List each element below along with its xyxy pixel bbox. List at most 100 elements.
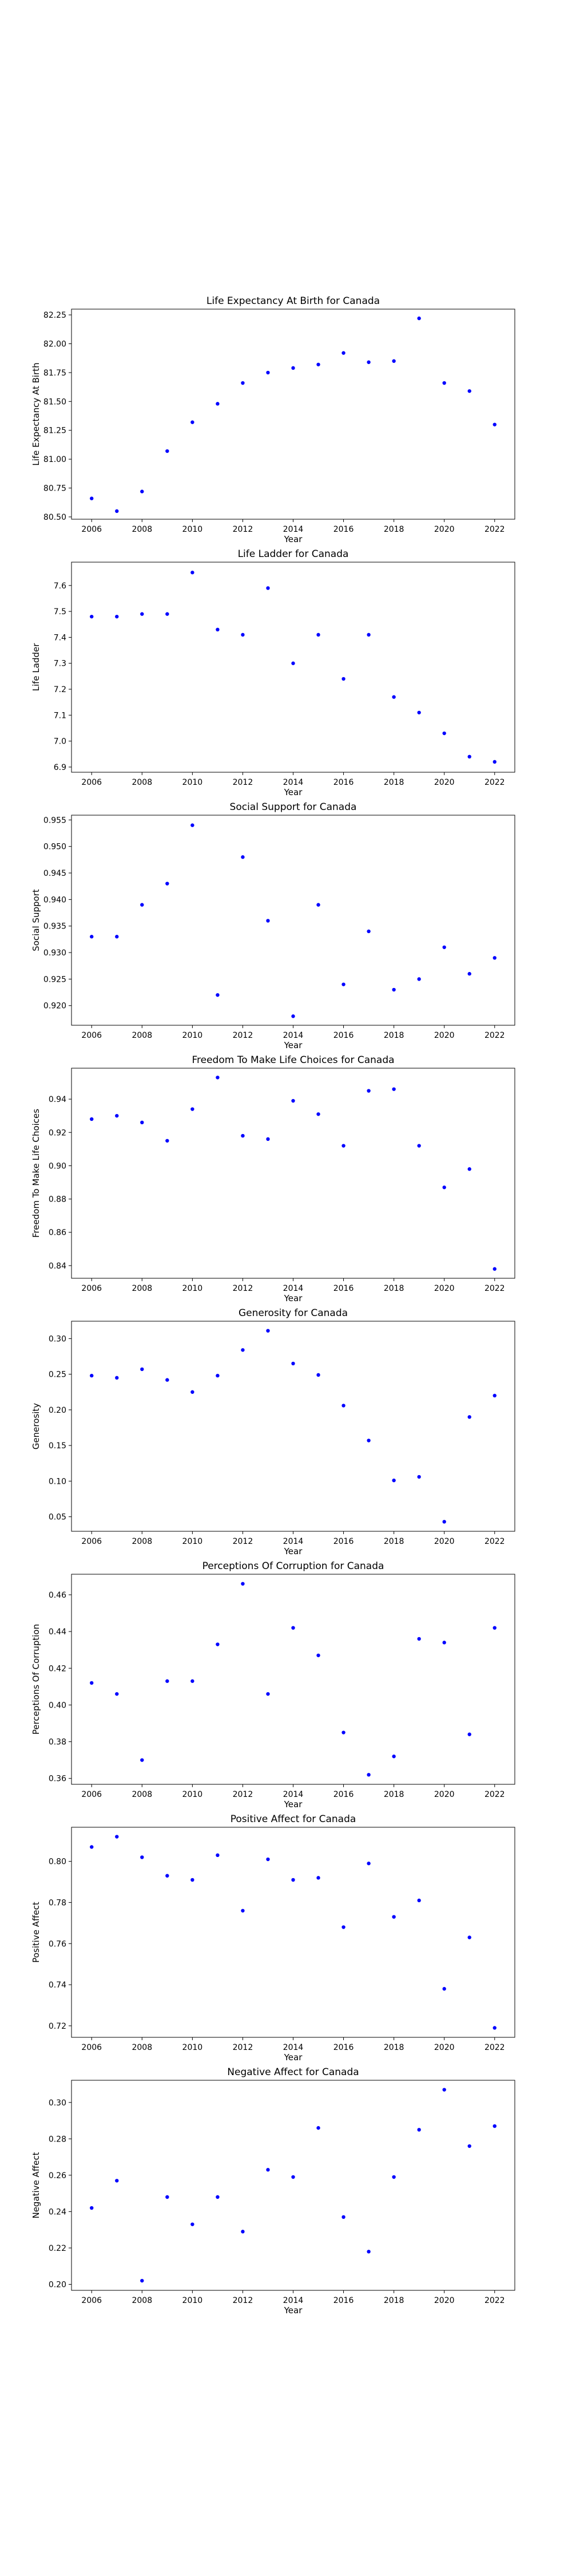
x-tick-label: 2020 (434, 778, 455, 787)
data-point (165, 1679, 169, 1683)
y-tick-label: 0.920 (43, 1002, 66, 1011)
data-point (341, 1730, 345, 1735)
x-axis-label: Year (284, 2052, 303, 2063)
data-point (316, 1373, 320, 1377)
x-tick-label: 2020 (434, 1537, 455, 1546)
x-tick-label: 2014 (283, 1790, 304, 1799)
x-tick-label: 2022 (484, 1031, 505, 1040)
y-tick-label: 6.9 (54, 763, 66, 772)
x-axis-label: Year (284, 2305, 303, 2316)
y-axis-label: Social Support (31, 889, 41, 951)
x-tick-label: 2020 (434, 2043, 455, 2052)
x-tick-label: 2006 (81, 2043, 102, 2052)
chart-panel: Freedom To Make Life Choices for Canada 2… (31, 1054, 515, 1303)
data-point (367, 360, 371, 364)
x-tick-label: 2008 (132, 2043, 152, 2052)
x-tick-label: 2018 (384, 1537, 404, 1546)
y-tick-label: 0.15 (49, 1441, 66, 1451)
x-tick-label: 2010 (182, 1790, 203, 1799)
x-tick-label: 2010 (182, 1284, 203, 1293)
x-tick-label: 2018 (384, 1284, 404, 1293)
chart-title: Freedom To Make Life Choices for Canada (192, 1054, 394, 1066)
data-point (90, 935, 94, 939)
x-tick-label: 2022 (484, 1537, 505, 1546)
data-point (165, 449, 169, 453)
x-tick-label: 2008 (132, 1790, 152, 1799)
x-tick-label: 2022 (484, 2043, 505, 2052)
data-point (492, 1393, 496, 1398)
x-tick-label: 2006 (81, 1790, 102, 1799)
y-tick-label: 0.30 (49, 2099, 66, 2108)
data-point (417, 316, 421, 321)
data-point (316, 362, 320, 366)
y-tick-label: 7.5 (54, 607, 66, 617)
data-point (266, 370, 270, 375)
data-point (492, 1267, 496, 1271)
x-tick-label: 2008 (132, 1537, 152, 1546)
data-point (291, 1878, 295, 1882)
x-tick-label: 2018 (384, 1790, 404, 1799)
x-tick-label: 2008 (132, 778, 152, 787)
data-point (216, 402, 220, 406)
x-tick-label: 2016 (333, 525, 354, 534)
data-point (90, 614, 94, 619)
x-tick-label: 2010 (182, 778, 203, 787)
data-point (266, 586, 270, 590)
data-point (417, 1475, 421, 1479)
data-point (165, 612, 169, 616)
y-tick-label: 0.10 (49, 1477, 66, 1486)
data-point (442, 2088, 446, 2092)
y-axis-label: Perceptions Of Corruption (31, 1624, 41, 1735)
y-axis-label: Generosity (31, 1403, 41, 1449)
data-point (417, 1637, 421, 1641)
chart-title: Perceptions Of Corruption for Canada (202, 1560, 384, 1572)
data-point (165, 1378, 169, 1382)
data-point (316, 1112, 320, 1116)
data-point (492, 956, 496, 960)
y-tick-label: 0.28 (49, 2135, 66, 2144)
x-tick-label: 2008 (132, 2296, 152, 2305)
data-point (442, 1186, 446, 1190)
chart-panel: Social Support for Canada 2006 2008 2010 201… (31, 801, 515, 1050)
data-point (241, 1582, 245, 1586)
data-point (140, 903, 144, 907)
x-tick-label: 2012 (233, 1790, 253, 1799)
y-tick-label: 82.25 (43, 311, 66, 320)
data-point (442, 731, 446, 736)
data-point (266, 1137, 270, 1141)
y-tick-label: 0.46 (49, 1591, 66, 1600)
data-point (140, 1855, 144, 1859)
data-point (291, 661, 295, 665)
data-point (341, 351, 345, 355)
x-tick-label: 2018 (384, 2296, 404, 2305)
y-axis-label: Life Expectancy At Birth (31, 362, 41, 465)
data-point (316, 2126, 320, 2130)
data-point (90, 1845, 94, 1849)
x-tick-label: 2008 (132, 525, 152, 534)
data-point (115, 614, 119, 619)
x-tick-label: 2010 (182, 1537, 203, 1546)
x-tick-label: 2020 (434, 1031, 455, 1040)
x-tick-label: 2014 (283, 1537, 304, 1546)
data-point (190, 2222, 194, 2226)
data-point (115, 1692, 119, 1696)
y-tick-label: 0.44 (49, 1627, 66, 1637)
x-axis-label: Year (284, 534, 303, 544)
data-point (467, 2144, 471, 2148)
x-tick-label: 2014 (283, 1284, 304, 1293)
data-point (90, 2206, 94, 2210)
x-tick-label: 2020 (434, 525, 455, 534)
data-point (190, 1878, 194, 1882)
y-tick-label: 0.940 (43, 895, 66, 904)
x-tick-label: 2006 (81, 1031, 102, 1040)
data-point (392, 987, 396, 992)
data-point (241, 1348, 245, 1352)
y-tick-label: 0.40 (49, 1701, 66, 1710)
data-point (190, 1390, 194, 1394)
data-point (442, 381, 446, 385)
y-tick-label: 0.74 (49, 1981, 66, 1990)
data-point (367, 633, 371, 637)
data-point (140, 1367, 144, 1372)
